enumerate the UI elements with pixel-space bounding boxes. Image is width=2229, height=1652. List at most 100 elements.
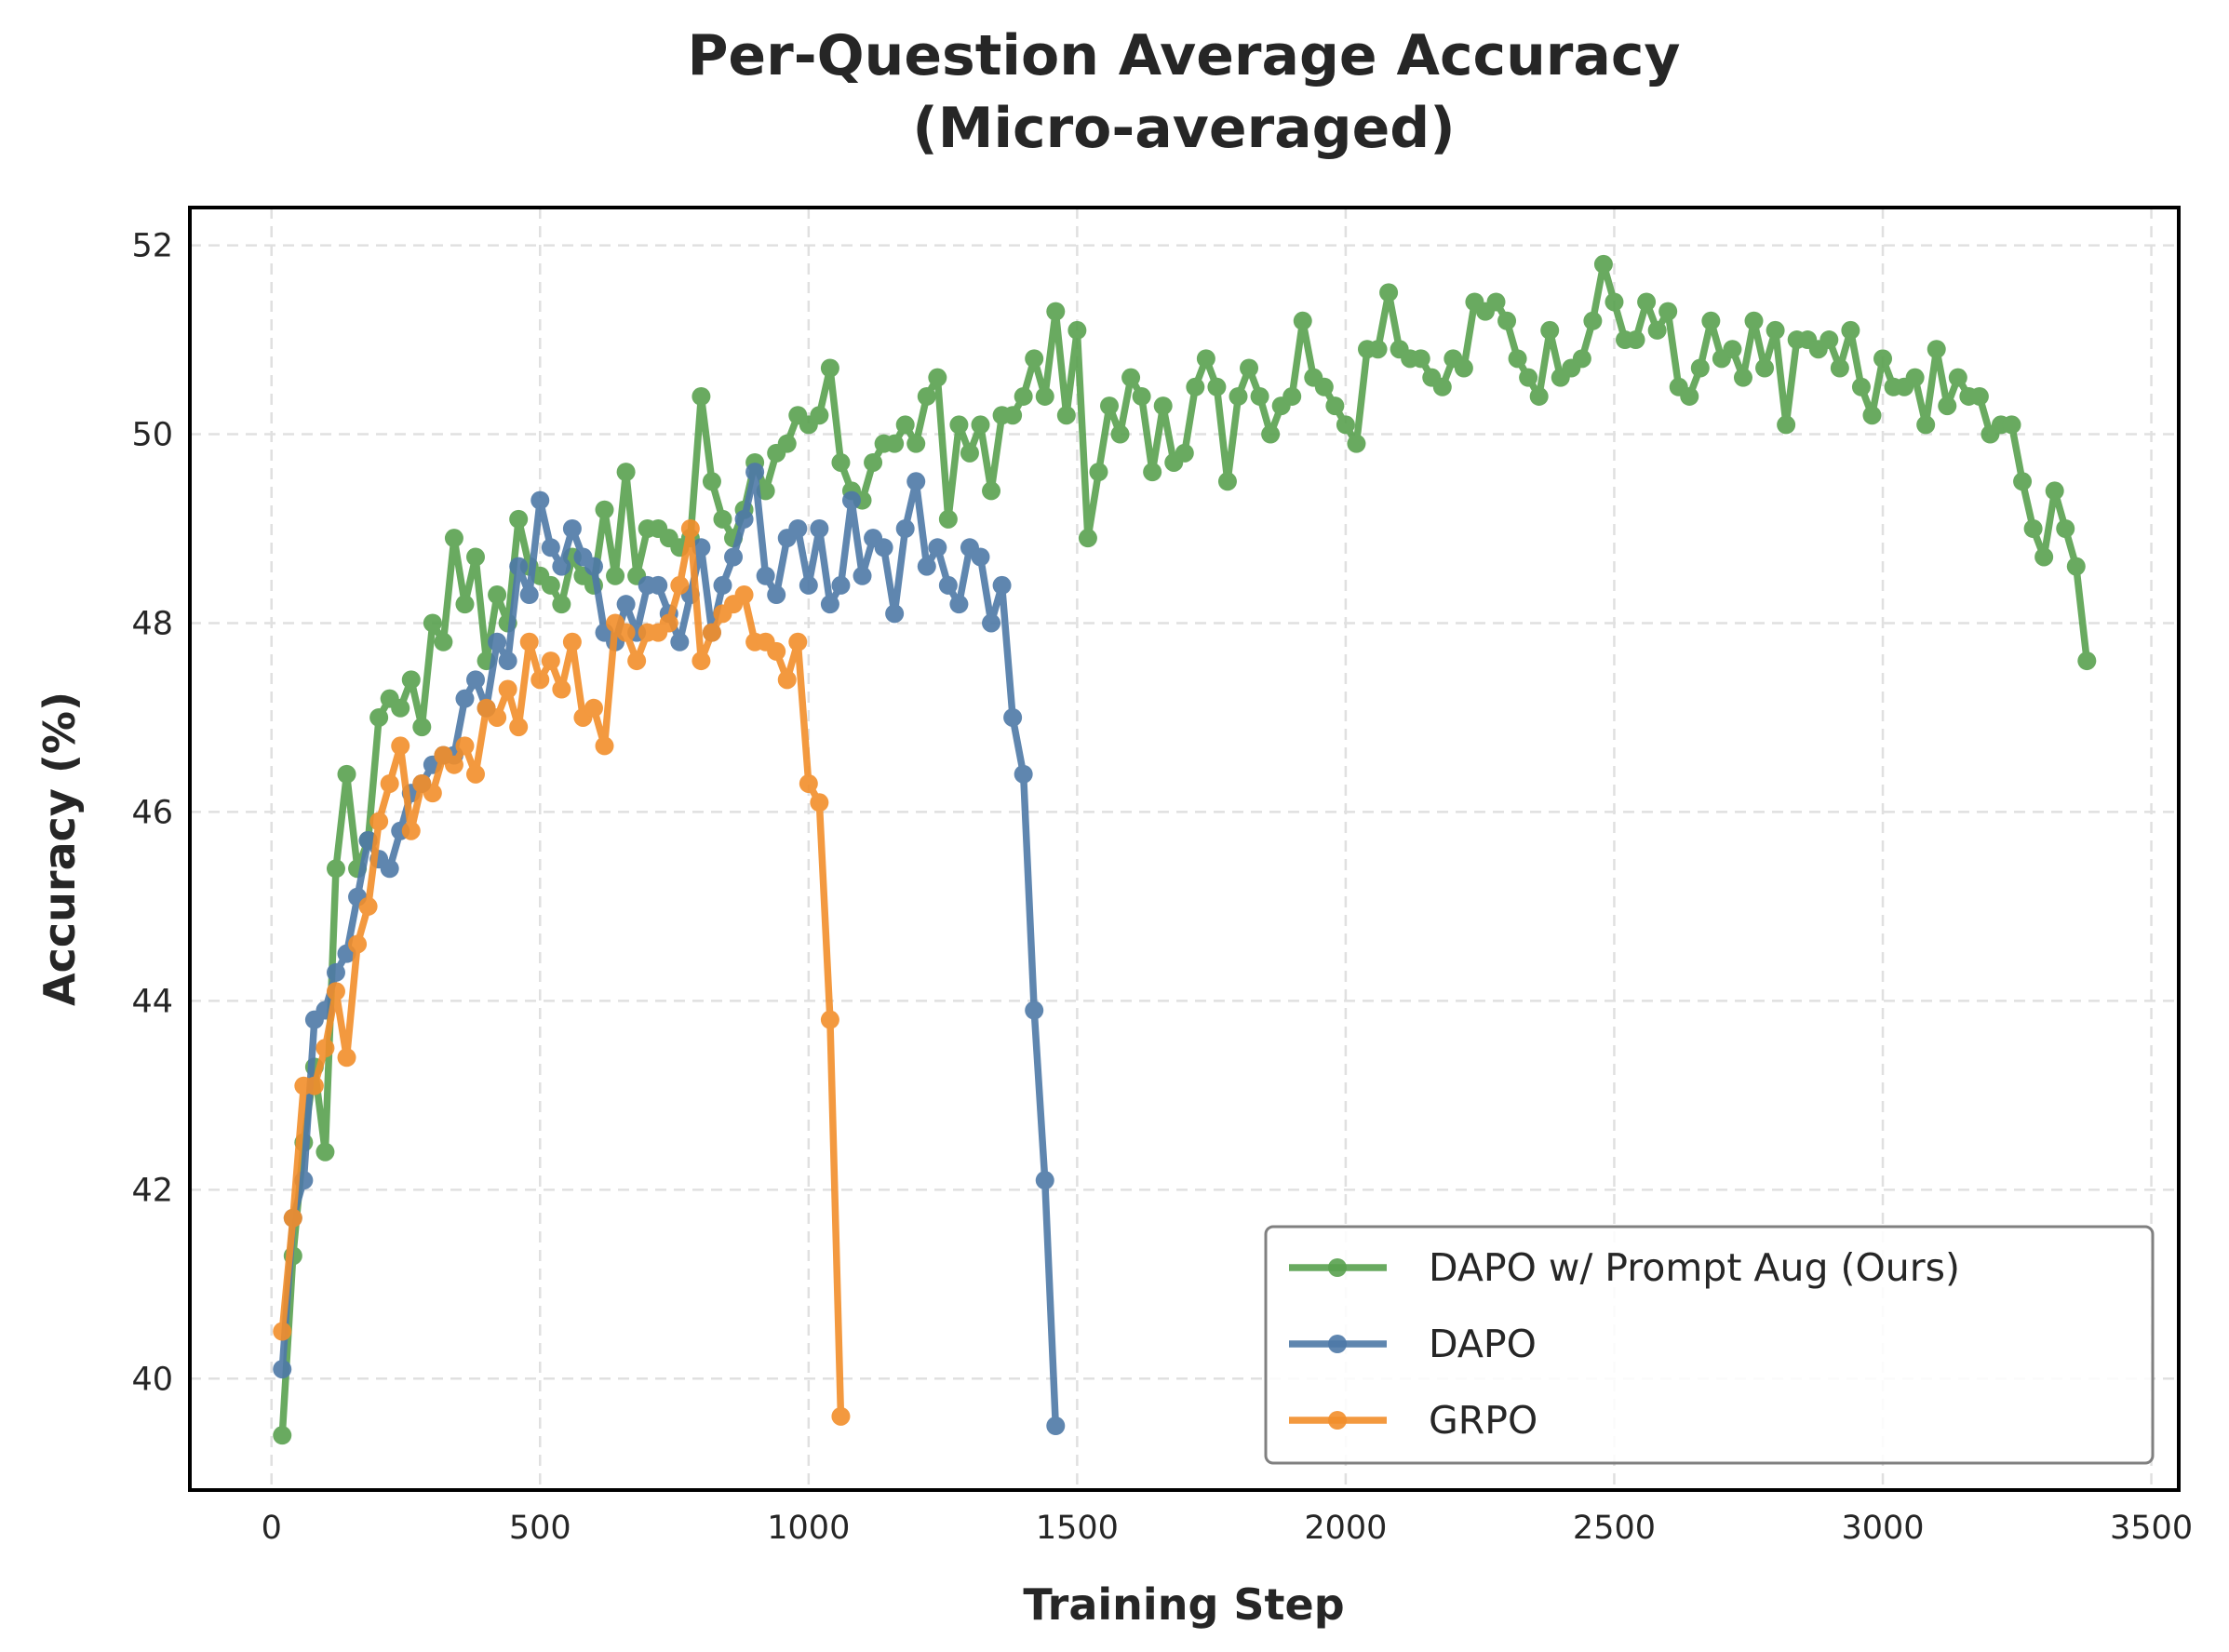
data-point xyxy=(1766,320,1785,340)
data-point xyxy=(1293,311,1312,330)
data-point xyxy=(2045,481,2064,501)
data-point xyxy=(348,934,368,954)
data-point xyxy=(820,1010,839,1029)
data-point xyxy=(616,595,636,614)
data-point xyxy=(1003,406,1023,425)
x-tick-label: 3000 xyxy=(1841,1510,1924,1547)
data-point xyxy=(616,623,636,642)
data-point xyxy=(412,718,432,737)
data-point xyxy=(2056,519,2075,539)
data-point xyxy=(595,500,614,519)
data-point xyxy=(713,509,732,529)
data-point xyxy=(2077,651,2097,671)
data-point xyxy=(380,859,399,879)
data-point xyxy=(831,575,851,595)
data-point xyxy=(316,1142,335,1162)
series-1 xyxy=(273,463,1066,1435)
data-point xyxy=(1068,320,1087,340)
data-point xyxy=(337,1048,356,1068)
legend-marker xyxy=(1328,1411,1347,1430)
data-point xyxy=(1110,424,1130,444)
data-point xyxy=(917,386,936,406)
data-point xyxy=(401,670,421,690)
data-point xyxy=(1207,377,1227,396)
data-point xyxy=(1905,368,1925,387)
data-point xyxy=(541,575,560,595)
data-point xyxy=(273,1426,292,1445)
data-point xyxy=(1229,386,1248,406)
data-point xyxy=(670,632,690,651)
data-point xyxy=(627,651,647,671)
data-point xyxy=(584,698,603,718)
data-point xyxy=(326,982,345,1001)
data-point xyxy=(455,736,475,756)
data-point xyxy=(1143,463,1162,482)
x-tick-label: 500 xyxy=(509,1510,571,1547)
data-point xyxy=(401,821,421,840)
data-point xyxy=(692,651,711,671)
data-point xyxy=(971,415,990,435)
x-axis-label: Training Step xyxy=(1023,1579,1344,1630)
y-tick-label: 46 xyxy=(131,794,173,831)
data-point xyxy=(1529,386,1549,406)
data-point xyxy=(562,519,582,539)
data-point xyxy=(2002,415,2021,435)
data-point xyxy=(874,538,893,557)
data-point xyxy=(1540,320,1560,340)
data-point xyxy=(326,859,345,879)
data-point xyxy=(1132,386,1151,406)
data-point xyxy=(530,670,550,690)
data-point xyxy=(1121,368,1141,387)
data-point xyxy=(1379,283,1399,302)
data-point xyxy=(423,784,442,803)
data-point xyxy=(702,472,721,491)
data-point xyxy=(670,575,690,595)
data-point xyxy=(810,406,829,425)
data-point xyxy=(1314,377,1334,396)
data-point xyxy=(1862,406,1882,425)
data-point xyxy=(1583,311,1603,330)
data-point xyxy=(734,509,754,529)
data-point xyxy=(928,538,947,557)
data-point xyxy=(841,490,861,510)
data-point xyxy=(1658,302,1678,321)
data-point xyxy=(562,632,582,651)
data-point xyxy=(895,415,915,435)
data-point xyxy=(2034,547,2054,567)
data-point xyxy=(724,547,744,567)
data-point xyxy=(509,557,529,576)
x-tick-label: 2000 xyxy=(1304,1510,1387,1547)
data-point xyxy=(982,613,1001,633)
data-point xyxy=(488,707,507,727)
series-line xyxy=(278,525,845,1417)
data-point xyxy=(1336,415,1355,435)
data-point xyxy=(1056,406,1076,425)
data-point xyxy=(391,736,410,756)
data-point xyxy=(1014,764,1033,784)
data-point xyxy=(1046,302,1066,321)
data-point xyxy=(380,773,399,793)
data-point xyxy=(1637,292,1657,312)
data-point xyxy=(938,509,958,529)
data-point xyxy=(584,557,603,576)
data-point xyxy=(928,368,947,387)
data-point xyxy=(552,557,571,576)
data-point xyxy=(283,1208,302,1228)
data-point xyxy=(1777,415,1796,435)
legend-label: DAPO w/ Prompt Aug (Ours) xyxy=(1429,1245,1960,1290)
data-point xyxy=(1938,396,1957,416)
data-point xyxy=(982,481,1001,501)
data-point xyxy=(949,595,969,614)
data-point xyxy=(1196,349,1215,369)
data-point xyxy=(273,1322,292,1341)
y-tick-label: 52 xyxy=(131,228,173,265)
data-point xyxy=(1605,292,1624,312)
data-point xyxy=(2013,472,2033,491)
data-point xyxy=(960,443,979,463)
data-point xyxy=(273,1360,292,1379)
data-point xyxy=(767,641,786,661)
data-point xyxy=(466,764,486,784)
data-point xyxy=(971,547,990,567)
data-point xyxy=(1186,377,1205,396)
data-point xyxy=(713,575,732,595)
